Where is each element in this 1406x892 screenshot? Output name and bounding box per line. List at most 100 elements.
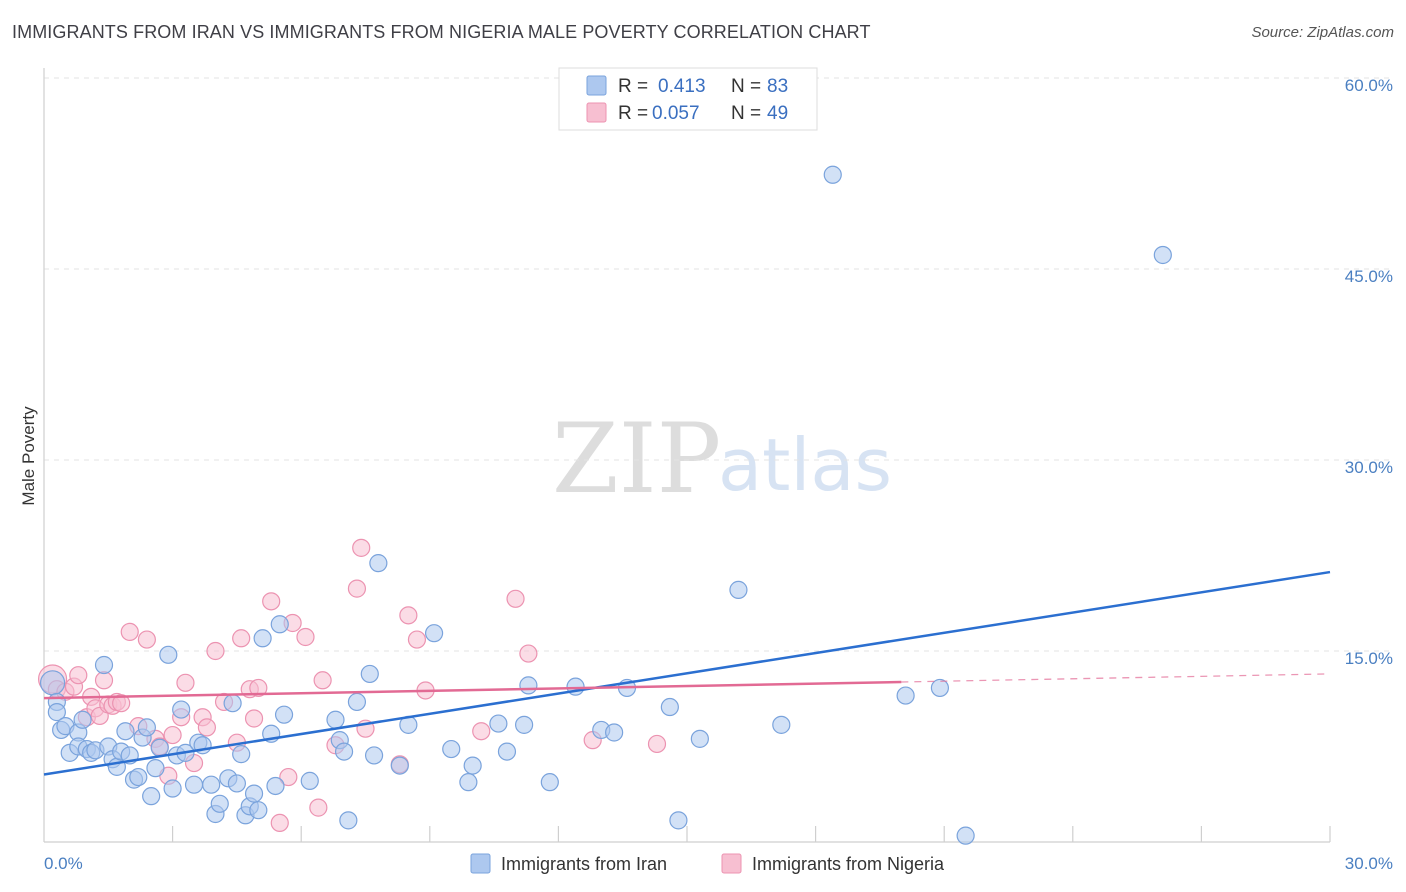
iran-point bbox=[223, 694, 242, 713]
iran-point bbox=[463, 756, 482, 775]
nigeria-point bbox=[197, 718, 216, 737]
iran-point bbox=[339, 811, 358, 830]
iran-point bbox=[347, 692, 367, 712]
iran-point bbox=[540, 773, 559, 792]
iran-point bbox=[489, 714, 508, 733]
x-tick-marks bbox=[172, 826, 1331, 842]
nigeria-n-label: N = bbox=[731, 103, 761, 124]
iran-point bbox=[424, 624, 444, 643]
iran-point bbox=[210, 794, 229, 813]
iran-point bbox=[369, 554, 388, 573]
iran-point bbox=[300, 771, 319, 790]
iran-r-label: R = bbox=[618, 76, 648, 97]
iran-point bbox=[270, 615, 289, 634]
iran-point bbox=[515, 715, 534, 734]
iran-point bbox=[274, 705, 294, 724]
nigeria-point bbox=[69, 666, 88, 685]
nigeria-series-swatch bbox=[721, 853, 742, 874]
nigeria-point bbox=[262, 592, 281, 611]
trend-lines bbox=[43, 570, 1331, 776]
iran-point bbox=[232, 745, 251, 764]
iran-point bbox=[519, 676, 538, 695]
nigeria-point bbox=[94, 671, 114, 690]
series-legend: Immigrants from Iran Immigrants from Nig… bbox=[470, 853, 945, 874]
iran-point bbox=[605, 723, 624, 742]
watermark-atlas: atlas bbox=[718, 423, 892, 507]
iran-point bbox=[390, 756, 409, 775]
nigeria-point bbox=[244, 709, 264, 728]
y-tick-labels: 15.0% 30.0% 45.0% 60.0% bbox=[1345, 76, 1393, 668]
iran-r-value: 0.413 bbox=[658, 76, 706, 97]
iran-point bbox=[690, 729, 709, 748]
iran-point bbox=[497, 742, 517, 761]
iran-point bbox=[172, 700, 191, 719]
iran-point bbox=[202, 775, 221, 794]
nigeria-point bbox=[120, 622, 139, 642]
nigeria-point bbox=[232, 629, 251, 648]
nigeria-point bbox=[407, 630, 427, 649]
nigeria-legend-swatch bbox=[586, 102, 607, 123]
nigeria-point bbox=[163, 725, 182, 745]
iran-point bbox=[930, 678, 950, 698]
iran-point bbox=[73, 710, 92, 729]
chart-title: IMMIGRANTS FROM IRAN VS IMMIGRANTS FROM … bbox=[12, 22, 871, 42]
gridlines bbox=[44, 77, 1393, 652]
nigeria-point bbox=[313, 671, 332, 690]
iran-point bbox=[364, 746, 384, 765]
nigeria-r-label: R = bbox=[618, 103, 648, 124]
iran-point bbox=[360, 664, 379, 684]
y-tick-label: 60.0% bbox=[1345, 76, 1393, 95]
iran-point bbox=[442, 739, 461, 759]
iran-point bbox=[184, 775, 204, 794]
iran-point bbox=[459, 773, 478, 792]
iran-point bbox=[266, 776, 285, 796]
nigeria-point bbox=[112, 694, 131, 713]
iran-point bbox=[896, 686, 915, 705]
iran-point bbox=[137, 718, 156, 737]
iran-point bbox=[334, 742, 354, 761]
iran-series-label: Immigrants from Iran bbox=[501, 854, 667, 874]
nigeria-point bbox=[506, 589, 525, 608]
iran-point bbox=[660, 697, 679, 717]
x-tick-label-min: 0.0% bbox=[44, 854, 83, 873]
y-axis-title: Male Poverty bbox=[19, 406, 38, 506]
iran-n-label: N = bbox=[731, 76, 761, 97]
nigeria-point bbox=[249, 678, 268, 698]
y-tick-label: 15.0% bbox=[1345, 649, 1393, 668]
nigeria-point bbox=[206, 641, 225, 661]
y-tick-label: 30.0% bbox=[1345, 458, 1393, 477]
iran-point bbox=[729, 580, 748, 599]
nigeria-point bbox=[399, 606, 418, 625]
iran-point bbox=[129, 767, 148, 787]
iran-point bbox=[146, 759, 165, 778]
iran-point bbox=[253, 629, 272, 648]
iran-point bbox=[823, 165, 842, 184]
nigeria-point bbox=[472, 722, 491, 741]
iran-point bbox=[669, 811, 688, 830]
iran-point bbox=[772, 715, 791, 734]
nigeria-point bbox=[519, 644, 538, 663]
nigeria-point bbox=[352, 538, 371, 557]
nigeria-point bbox=[347, 579, 367, 598]
iran-legend-swatch bbox=[586, 75, 607, 96]
nigeria-series-label: Immigrants from Nigeria bbox=[752, 854, 945, 874]
iran-point bbox=[326, 710, 345, 729]
y-tick-label: 45.0% bbox=[1345, 267, 1393, 286]
iran-point bbox=[163, 779, 182, 798]
watermark-zip: ZIP bbox=[552, 403, 721, 515]
nigeria-trend-extension bbox=[901, 673, 1331, 683]
iran-n-value: 83 bbox=[767, 76, 788, 97]
nigeria-point bbox=[279, 767, 298, 787]
iran-trend-line bbox=[43, 570, 1331, 776]
iran-point bbox=[956, 826, 975, 845]
nigeria-point bbox=[270, 813, 289, 833]
nigeria-point bbox=[309, 798, 328, 817]
iran-point bbox=[159, 645, 178, 664]
nigeria-r-value: 0.057 bbox=[652, 103, 700, 124]
iran-point bbox=[244, 784, 264, 803]
iran-point bbox=[249, 801, 268, 820]
nigeria-point bbox=[176, 673, 195, 692]
x-tick-label-max: 30.0% bbox=[1345, 854, 1393, 873]
nigeria-point bbox=[647, 734, 667, 754]
